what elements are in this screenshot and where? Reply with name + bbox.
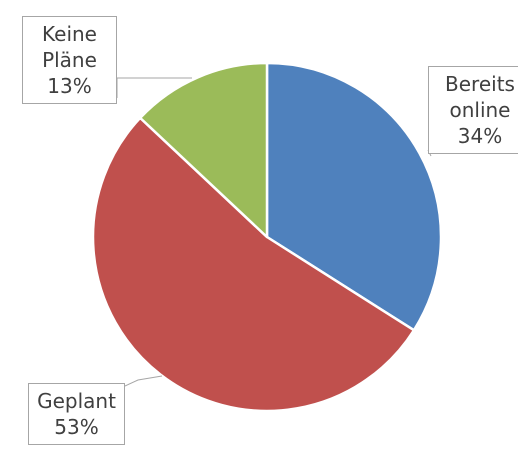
pie-slice (138, 61, 269, 239)
percent-label: 13% (47, 74, 92, 98)
category-name: Geplant (37, 389, 116, 413)
data-label: Keine Pläne 13% (22, 16, 117, 104)
category-name: Keine Pläne (42, 22, 97, 72)
leader-line (124, 375, 163, 387)
category-name: Bereits online (445, 72, 515, 122)
percent-label: 34% (457, 124, 503, 148)
percent-label: 53% (54, 415, 99, 439)
data-label: Bereits online 34% (428, 66, 518, 154)
leader-line (116, 77, 192, 98)
pie-slice (91, 116, 416, 413)
data-label: Geplant 53% (28, 383, 125, 445)
